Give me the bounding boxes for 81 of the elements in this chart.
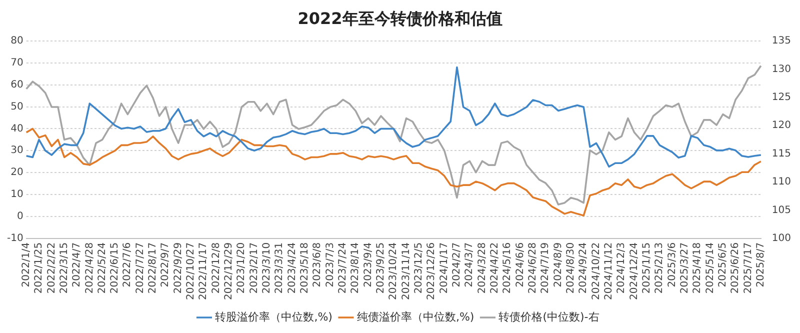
x-tick-label: 2024/6/28 [528,242,539,294]
x-tick-label: 2025/2/13 [654,242,666,294]
chart-title: 2022年至今转债价格和估值 [296,8,504,30]
y-tick-label: 0 [16,211,24,222]
x-tick-label: 2022/1/4 [20,242,32,288]
x-tick-label: 2022/12/29 [224,242,235,300]
y2-tick-label: 125 [772,92,792,103]
x-tick-label: 2024/7/19 [540,242,552,294]
x-tick-label: 2023/4/24 [286,242,298,294]
x-tick-label: 2022/4/28 [84,242,96,294]
x-tick-label: 2022/12/8 [210,242,222,294]
x-tick-label: 2023/3/10 [262,242,273,294]
x-tick-label: 2025/5/14 [704,242,716,294]
x-tick-label: 2023/7/24 [338,242,349,294]
x-tick-label: 2022/5/24 [96,242,108,294]
x-tick-label: 2024/9/24 [578,242,590,294]
y2-tick-label: 100 [772,232,792,244]
x-tick-label: 2023/9/25 [376,242,387,294]
y2-tick-label: 105 [772,204,792,216]
x-tick-label: 2023/8/14 [350,242,362,294]
y2-tick-label: 110 [772,176,792,188]
x-tick-label: 2024/10/22 [590,242,602,300]
x-tick-label: 2025/1/15 [642,242,653,294]
x-tick-label: 2023/12/5 [414,242,425,294]
legend-label: 转股溢价率（中位数,%) [215,310,332,324]
x-tick-label: 2024/4/22 [490,242,501,294]
y-tick-label: 80 [10,36,24,47]
x-tick-label: 2024/8/9 [552,242,564,288]
y-tick-label: 40 [10,123,24,134]
x-tick-label: 2024/12/3 [616,242,628,294]
x-tick-label: 2023/10/24 [388,242,400,300]
x-tick-label: 2023/11/14 [400,242,412,300]
x-tick-label: 2022/9/29 [172,242,184,294]
legend-label: 纯债溢价率（中位数,%) [356,310,474,324]
x-tick-label: 2024/8/30 [566,242,577,294]
x-tick-label: 2024/11/12 [604,242,615,300]
y2-tick-label: 120 [772,120,792,132]
y-tick-label: 10 [10,189,24,200]
x-tick-label: 2022/9/7 [160,242,172,288]
y-tick-label: 30 [10,145,24,156]
y-tick-label: 60 [10,79,24,90]
x-tick-label: 2024/1/17 [438,242,450,294]
x-tick-label: 2023/1/20 [236,242,248,294]
x-tick-label: 2023/2/17 [248,242,260,294]
y-tick-label: 70 [10,58,24,69]
x-tick-label: 2024/3/7 [464,242,476,288]
x-tick-label: 2022/6/15 [110,242,121,294]
x-tick-label: 2025/4/18 [692,242,704,294]
y2-tick-label: 130 [772,64,792,75]
x-tick-label: 2023/3/31 [274,242,286,294]
legend-label: 转债价格(中位数)-右 [498,310,600,324]
x-tick-label: 2022/4/7 [72,242,83,288]
x-tick-label: 2024/3/28 [476,242,488,294]
x-tick-label: 2023/5/18 [300,242,311,294]
x-tick-label: 2025/3/6 [666,242,678,288]
x-tick-label: 2022/10/27 [186,242,197,300]
x-tick-label: 2025/6/26 [730,242,742,294]
x-tick-label: 2022/3/15 [58,242,70,294]
y-tick-label: 50 [10,101,24,112]
y2-tick-label: 115 [772,148,792,160]
x-tick-label: 2024/2/7 [452,242,463,288]
x-tick-label: 2022/1/25 [34,242,45,294]
x-tick-label: 2022/8/17 [148,242,159,294]
y2-tick-label: 135 [772,36,792,47]
x-tick-label: 2022/11/17 [198,242,210,300]
x-tick-label: 2022/7/27 [134,242,146,294]
x-tick-label: 2024/5/16 [502,242,514,294]
x-tick-label: 2025/7/17 [742,242,754,294]
x-tick-label: 2024/12/24 [628,242,640,300]
x-tick-label: 2025/8/7 [756,242,767,288]
y-tick-label: -10 [6,232,24,244]
x-tick-label: 2023/9/4 [362,242,374,288]
x-tick-label: 2022/2/22 [46,242,58,294]
x-tick-label: 2022/7/6 [122,242,134,288]
x-tick-label: 2024/6/6 [514,242,526,288]
x-tick-label: 2023/7/3 [324,242,336,288]
x-tick-label: 2023/6/8 [312,242,324,288]
y-tick-label: 20 [10,167,24,178]
x-tick-label: 2025/6/5 [718,242,729,288]
x-tick-label: 2023/12/26 [426,242,438,300]
x-tick-label: 2025/3/27 [680,242,691,294]
